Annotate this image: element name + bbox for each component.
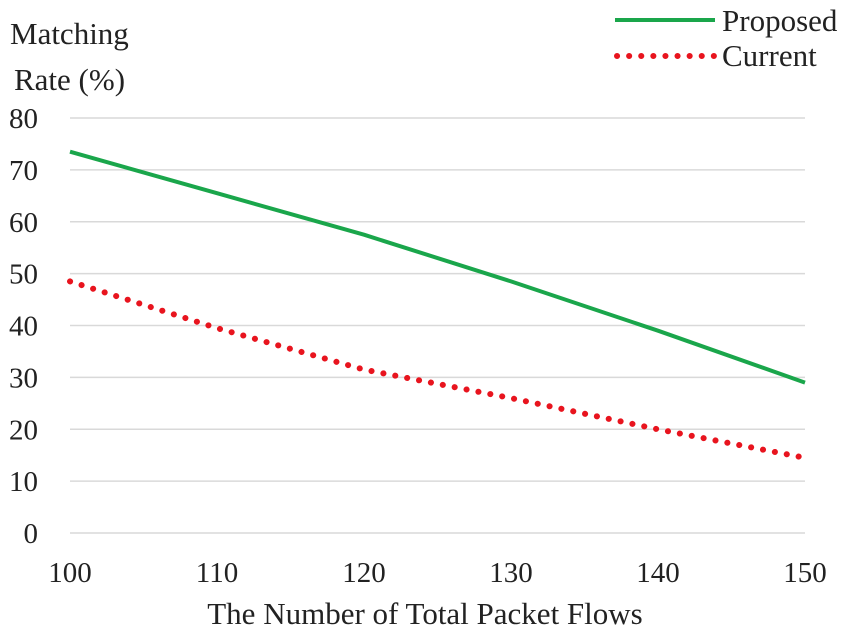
x-tick-label: 100 bbox=[48, 557, 92, 589]
y-tick-label: 50 bbox=[9, 259, 38, 291]
x-tick-label: 130 bbox=[489, 557, 533, 589]
y-axis-ticks: 0 10 20 30 40 50 60 70 80 bbox=[9, 103, 38, 550]
y-tick-label: 10 bbox=[9, 466, 38, 498]
gridlines bbox=[70, 117, 805, 534]
series-line-proposed bbox=[69, 149, 806, 385]
y-tick-label: 20 bbox=[9, 414, 38, 446]
y-tick-label: 0 bbox=[24, 518, 39, 550]
y-tick-label: 70 bbox=[9, 155, 38, 187]
series-lines bbox=[67, 149, 808, 461]
x-axis-label: The Number of Total Packet Flows bbox=[207, 596, 642, 631]
y-tick-label: 80 bbox=[9, 103, 38, 135]
legend-label-proposed: Proposed bbox=[722, 3, 838, 38]
x-tick-label: 140 bbox=[636, 557, 680, 589]
y-tick-label: 30 bbox=[9, 362, 38, 394]
y-tick-label: 40 bbox=[9, 311, 38, 343]
legend: Proposed Current bbox=[614, 3, 838, 73]
y-axis-label-line-2: Rate (%) bbox=[14, 62, 125, 97]
x-tick-label: 110 bbox=[196, 557, 238, 589]
x-tick-label: 120 bbox=[342, 557, 386, 589]
x-axis-ticks: 100 110 120 130 140 150 bbox=[48, 557, 827, 589]
y-tick-label: 60 bbox=[9, 207, 38, 239]
legend-label-current: Current bbox=[722, 38, 817, 73]
series-line-current bbox=[67, 278, 808, 461]
y-axis-label-line-1: Matching bbox=[10, 16, 129, 51]
x-tick-label: 150 bbox=[783, 557, 827, 589]
